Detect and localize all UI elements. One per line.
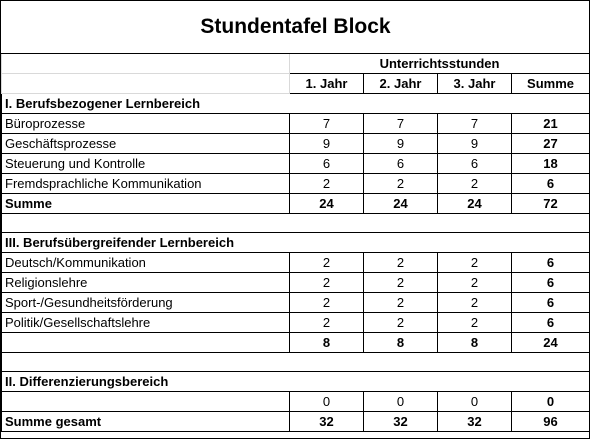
hours-cell: 2 <box>289 312 364 333</box>
hours-cell: 2 <box>437 272 512 293</box>
section-heading-row: II. Differenzierungsbereich <box>0 371 591 392</box>
hours-cell: 9 <box>363 133 438 154</box>
section-total-label <box>1 332 290 353</box>
total-cell: 8 <box>437 332 512 353</box>
hours-cell: 2 <box>289 173 364 194</box>
sum-cell: 18 <box>510 153 591 174</box>
sum-cell: 6 <box>510 173 591 194</box>
subject-label: Geschäftsprozesse <box>1 133 290 154</box>
grand-total-cell: 96 <box>510 411 591 432</box>
hours-cell: 2 <box>437 173 512 194</box>
subject-label: Politik/Gesellschaftslehre <box>1 312 290 333</box>
column-header-year-3: 3. Jahr <box>437 73 512 94</box>
total-cell: 8 <box>363 332 438 353</box>
sum-cell: 6 <box>510 292 591 313</box>
total-cell: 24 <box>510 332 591 353</box>
section-heading-row: III. Berufsübergreifender Lernbereich <box>0 232 591 253</box>
total-cell: 24 <box>363 193 438 214</box>
hours-cell: 6 <box>289 153 364 174</box>
section-heading: III. Berufsübergreifender Lernbereich <box>0 232 591 253</box>
sum-cell: 21 <box>510 113 591 134</box>
table-row: 0 0 0 0 <box>1 391 591 412</box>
hours-cell: 0 <box>437 391 512 412</box>
subject-label: Steuerung und Kontrolle <box>1 153 290 174</box>
section-heading-row: I. Berufsbezogener Lernbereich <box>0 93 591 114</box>
section-heading: I. Berufsbezogener Lernbereich <box>0 93 591 114</box>
hours-cell: 0 <box>363 391 438 412</box>
header-group-row: Unterrichtsstunden <box>1 53 591 74</box>
section-total-row: Summe 24 24 24 72 <box>1 193 591 214</box>
hours-cell: 7 <box>437 113 512 134</box>
grand-total-cell: 32 <box>289 411 364 432</box>
total-cell: 72 <box>510 193 591 214</box>
hours-cell: 2 <box>363 272 438 293</box>
subject-label <box>1 391 290 412</box>
sum-cell: 27 <box>510 133 591 154</box>
table-row: Büroprozesse 7 7 7 21 <box>1 113 591 134</box>
hours-cell: 2 <box>289 272 364 293</box>
table-row: Sport-/Gesundheitsförderung 2 2 2 6 <box>1 292 591 313</box>
table-row: Religionslehre 2 2 2 6 <box>1 272 591 293</box>
subject-label: Fremdsprachliche Kommunikation <box>1 173 290 194</box>
grand-total-label: Summe gesamt <box>1 411 290 432</box>
hours-cell: 7 <box>363 113 438 134</box>
column-header-sum: Summe <box>510 73 591 94</box>
table-row: Politik/Gesellschaftslehre 2 2 2 6 <box>1 312 591 333</box>
total-cell: 24 <box>289 193 364 214</box>
section-total-label: Summe <box>1 193 290 214</box>
table-row: Fremdsprachliche Kommunikation 2 2 2 6 <box>1 173 591 194</box>
sum-cell: 6 <box>510 252 591 273</box>
hours-cell: 6 <box>363 153 438 174</box>
section-heading: II. Differenzierungsbereich <box>0 371 591 392</box>
column-header-year-1: 1. Jahr <box>289 73 364 94</box>
hours-cell: 2 <box>363 252 438 273</box>
hours-cell: 2 <box>363 173 438 194</box>
timetable-table: Stundentafel Block Unterrichtsstunden 1.… <box>0 1 591 432</box>
hours-cell: 2 <box>363 312 438 333</box>
spacer-row <box>0 352 591 372</box>
header-group-label: Unterrichtsstunden <box>288 53 591 74</box>
column-header-year-2: 2. Jahr <box>363 73 438 94</box>
spacer-row <box>0 213 591 233</box>
table-row: Deutsch/Kommunikation 2 2 2 6 <box>1 252 591 273</box>
grand-total-cell: 32 <box>437 411 512 432</box>
header-columns-row: 1. Jahr 2. Jahr 3. Jahr Summe <box>1 73 591 94</box>
hours-cell: 2 <box>363 292 438 313</box>
hours-cell: 9 <box>289 133 364 154</box>
hours-cell: 7 <box>289 113 364 134</box>
section-total-row: 8 8 8 24 <box>1 332 591 353</box>
sum-cell: 6 <box>510 312 591 333</box>
sum-cell: 6 <box>510 272 591 293</box>
grand-total-row: Summe gesamt 32 32 32 96 <box>1 411 591 432</box>
hours-cell: 2 <box>437 252 512 273</box>
page-title: Stundentafel Block <box>1 1 590 54</box>
table-row: Steuerung und Kontrolle 6 6 6 18 <box>1 153 591 174</box>
sum-cell: 0 <box>510 391 591 412</box>
subject-label: Deutsch/Kommunikation <box>1 252 290 273</box>
subject-label: Sport-/Gesundheitsförderung <box>1 292 290 313</box>
subject-label: Büroprozesse <box>1 113 290 134</box>
hours-cell: 9 <box>437 133 512 154</box>
hours-cell: 2 <box>437 292 512 313</box>
total-cell: 24 <box>437 193 512 214</box>
subject-label: Religionslehre <box>1 272 290 293</box>
table-row: Geschäftsprozesse 9 9 9 27 <box>1 133 591 154</box>
hours-cell: 2 <box>289 292 364 313</box>
hours-cell: 0 <box>289 391 364 412</box>
title-row: Stundentafel Block <box>1 1 590 54</box>
hours-cell: 2 <box>289 252 364 273</box>
total-cell: 8 <box>289 332 364 353</box>
hours-cell: 2 <box>437 312 512 333</box>
hours-cell: 6 <box>437 153 512 174</box>
grand-total-cell: 32 <box>363 411 438 432</box>
